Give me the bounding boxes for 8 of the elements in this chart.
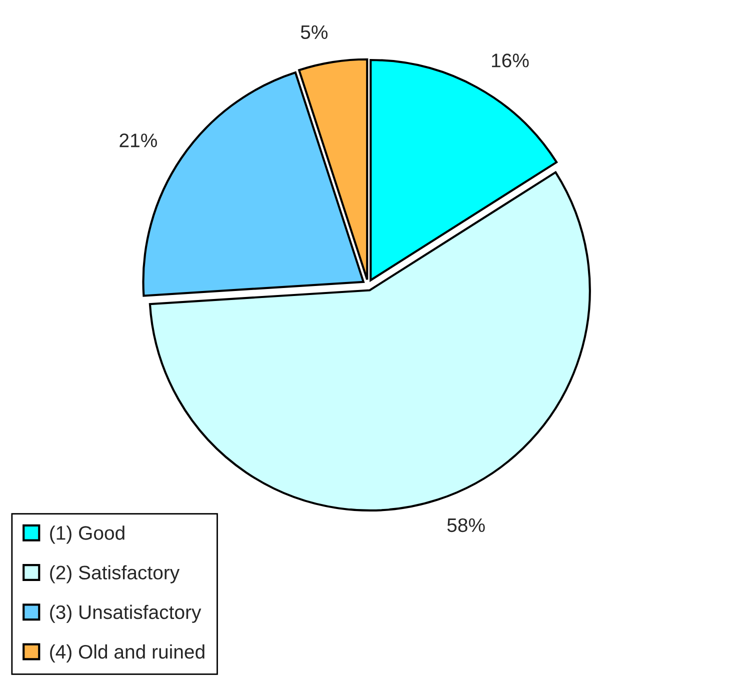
legend-label: (1) Good xyxy=(50,526,124,544)
data-label: 5% xyxy=(300,25,328,40)
legend-label: (3) Unsatisfactory xyxy=(50,604,202,623)
legend-label: (4) Old and ruined xyxy=(50,644,204,663)
data-label: 21% xyxy=(120,134,157,148)
data-label: 16% xyxy=(492,54,529,68)
legend-label: (2) Satisfactory xyxy=(50,565,180,584)
data-label: 58% xyxy=(447,518,485,532)
